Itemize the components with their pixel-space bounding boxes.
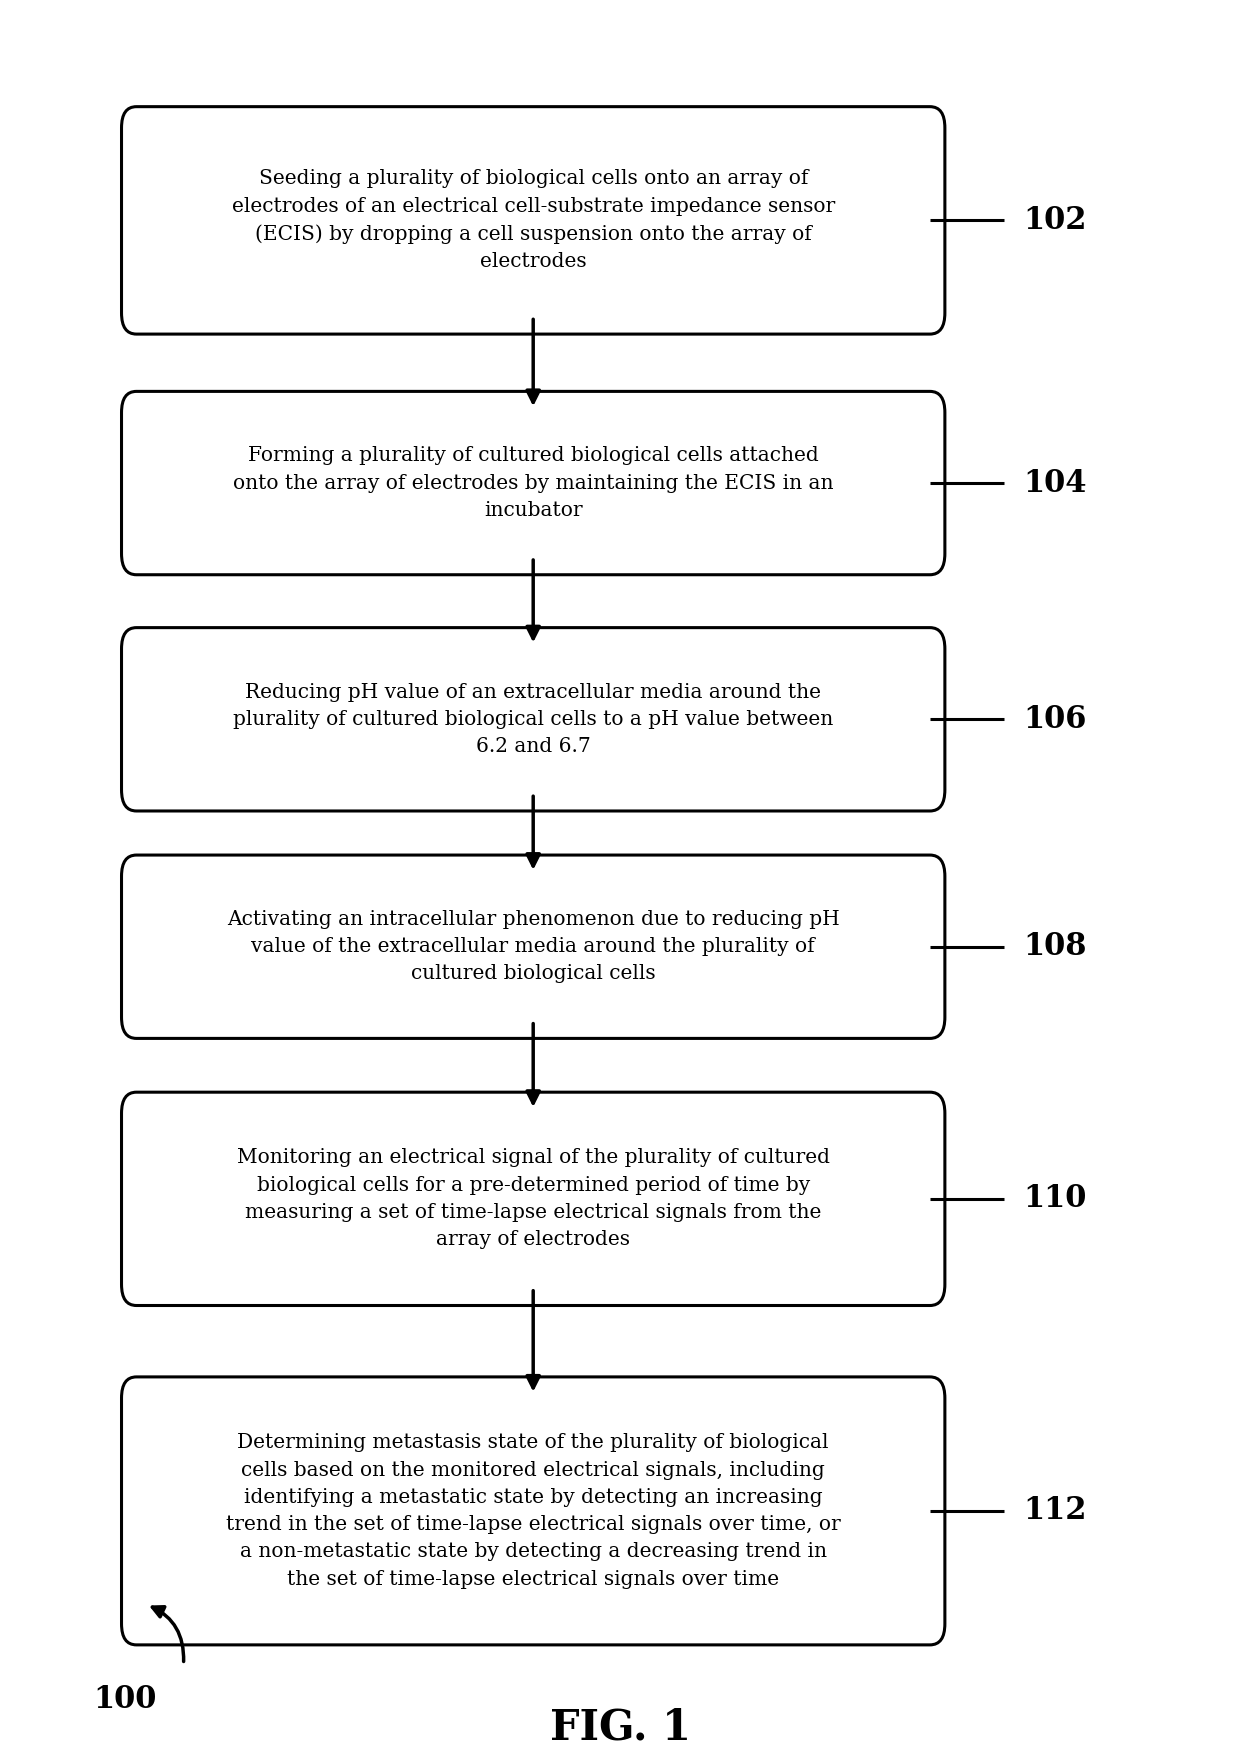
Text: 102: 102 (1023, 205, 1086, 236)
Text: 104: 104 (1023, 467, 1086, 499)
Text: 106: 106 (1023, 703, 1086, 735)
FancyBboxPatch shape (122, 1377, 945, 1645)
FancyBboxPatch shape (122, 391, 945, 575)
Text: 112: 112 (1023, 1495, 1086, 1527)
Text: Forming a plurality of cultured biological cells attached
onto the array of elec: Forming a plurality of cultured biologic… (233, 446, 833, 520)
FancyBboxPatch shape (122, 628, 945, 811)
Text: Reducing pH value of an extracellular media around the
plurality of cultured bio: Reducing pH value of an extracellular me… (233, 682, 833, 756)
FancyBboxPatch shape (122, 106, 945, 335)
Text: Monitoring an electrical signal of the plurality of cultured
biological cells fo: Monitoring an electrical signal of the p… (237, 1148, 830, 1250)
Text: 108: 108 (1023, 931, 1086, 963)
Text: Seeding a plurality of biological cells onto an array of
electrodes of an electr: Seeding a plurality of biological cells … (232, 169, 835, 272)
Text: 110: 110 (1023, 1183, 1086, 1215)
Text: 100: 100 (93, 1684, 156, 1715)
FancyBboxPatch shape (122, 855, 945, 1038)
FancyBboxPatch shape (122, 1091, 945, 1305)
Text: Activating an intracellular phenomenon due to reducing pH
value of the extracell: Activating an intracellular phenomenon d… (227, 910, 839, 984)
Text: FIG. 1: FIG. 1 (549, 1707, 691, 1749)
FancyArrowPatch shape (153, 1606, 184, 1661)
Text: Determining metastasis state of the plurality of biological
cells based on the m: Determining metastasis state of the plur… (226, 1433, 841, 1588)
